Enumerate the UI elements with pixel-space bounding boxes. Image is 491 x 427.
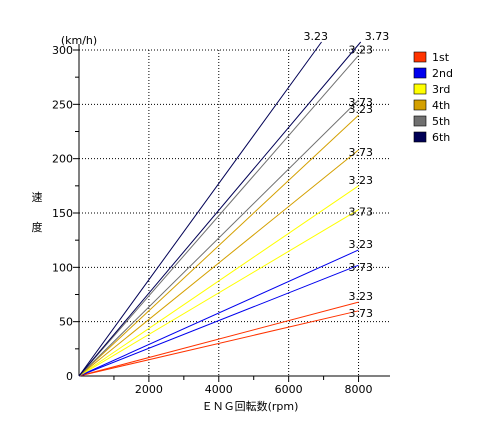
x-tick-label: 2000	[135, 383, 163, 396]
legend-swatch-6th	[413, 131, 427, 143]
series-end-label: 3.73	[349, 206, 374, 219]
y-tick-label: 50	[59, 316, 73, 329]
series-line-1st-3.23	[78, 301, 359, 377]
y-unit-label: (km/h)	[61, 34, 97, 47]
series-line-3rd-3.73	[78, 209, 359, 377]
series-end-label: 3.23	[349, 174, 374, 187]
legend-label: 6th	[432, 131, 450, 144]
x-tick-label: 8000	[345, 383, 373, 396]
legend-swatch-1st	[413, 51, 427, 63]
series-line-6th-3.23	[78, 41, 322, 377]
series-line-5th-3.73	[78, 99, 359, 377]
y-tick-label: 200	[52, 153, 73, 166]
y-tick-label: 100	[52, 261, 73, 274]
series-line-1st-3.73	[78, 310, 359, 377]
legend-label: 3rd	[432, 83, 450, 96]
series-end-label: 3.23	[349, 290, 374, 303]
x-tick-label: 6000	[275, 383, 303, 396]
legend-swatch-3rd	[413, 83, 427, 95]
series-line-6th-3.73	[78, 41, 362, 377]
y-tick-label: 0	[66, 370, 73, 383]
series-end-label: 3.73	[365, 30, 390, 43]
legend-label: 1st	[432, 51, 450, 64]
series-end-label: 3.73	[349, 146, 374, 159]
y-tick-label: 250	[52, 98, 73, 111]
series-end-label: 3.73	[349, 261, 374, 274]
series-end-label: 3.23	[349, 43, 374, 56]
legend-label: 4th	[432, 99, 450, 112]
series-end-label: 3.23	[349, 238, 374, 251]
series-end-label: 3.73	[349, 96, 374, 109]
x-tick-label: 4000	[205, 383, 233, 396]
series-line-2nd-3.23	[78, 249, 359, 377]
x-axis-title: ＥＮＧ回転数(rpm)	[202, 400, 299, 413]
y-axis-title-char: 度	[32, 220, 43, 234]
y-axis-title-char: 速	[32, 191, 43, 204]
y-tick-label: 150	[52, 207, 73, 220]
series-line-3rd-3.23	[78, 185, 359, 377]
series-end-label: 3.73	[349, 307, 374, 320]
series-line-4th-3.73	[78, 149, 359, 377]
series-end-label: 3.23	[349, 103, 374, 116]
legend-swatch-5th	[413, 115, 427, 127]
series-line-5th-3.23	[78, 55, 359, 377]
series-line-4th-3.23	[78, 114, 359, 377]
legend-label: 2nd	[432, 67, 453, 80]
y-tick-label: 300	[52, 44, 73, 57]
series-line-2nd-3.73	[78, 264, 359, 377]
legend-swatch-4th	[413, 99, 427, 111]
legend-swatch-2nd	[413, 67, 427, 79]
legend-label: 5th	[432, 115, 450, 128]
series-end-label: 3.23	[304, 30, 329, 43]
